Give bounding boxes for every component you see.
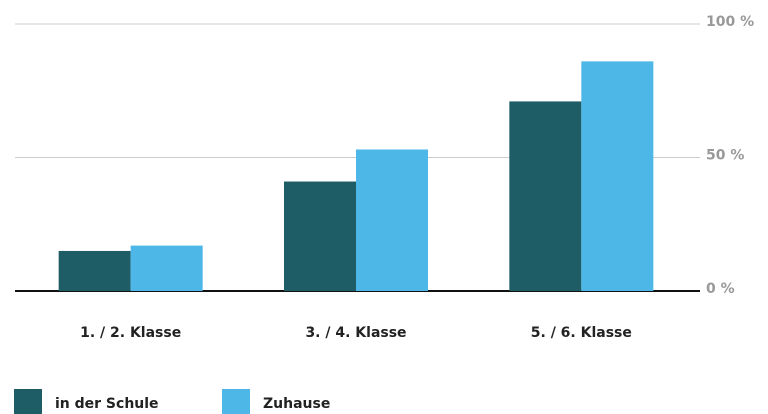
legend-swatch	[14, 389, 42, 414]
y-tick-label: 100 %	[706, 14, 754, 30]
legend-label: in der Schule	[55, 396, 159, 412]
x-tick-label: 1. / 2. Klasse	[80, 325, 181, 341]
y-tick-label: 50 %	[706, 148, 744, 164]
bar	[581, 61, 654, 291]
bar	[356, 149, 428, 291]
x-tick-label: 5. / 6. Klasse	[531, 325, 632, 341]
bar	[509, 101, 582, 292]
legend-swatch	[222, 389, 250, 414]
bar	[130, 245, 203, 291]
legend-label: Zuhause	[263, 396, 330, 412]
x-tick-label: 3. / 4. Klasse	[305, 325, 406, 341]
bar	[58, 250, 131, 291]
y-tick-label: 0 %	[706, 281, 735, 297]
bar	[284, 181, 356, 291]
